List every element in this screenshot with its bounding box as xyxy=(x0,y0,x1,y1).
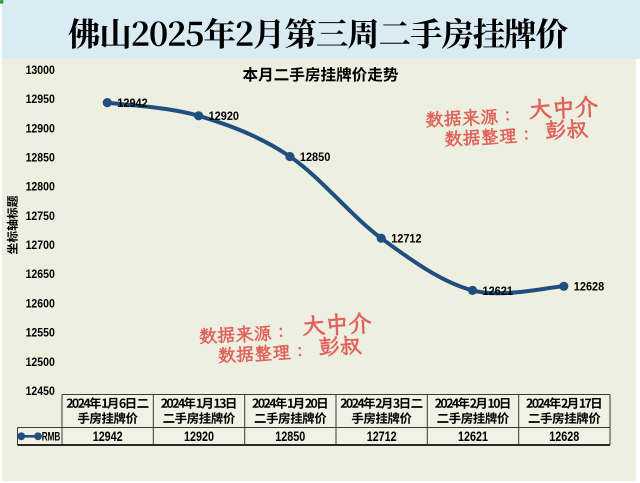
svg-text:12920: 12920 xyxy=(209,109,240,123)
svg-text:12700: 12700 xyxy=(26,238,55,252)
svg-text:12750: 12750 xyxy=(26,209,55,223)
svg-text:12450: 12450 xyxy=(26,384,55,398)
svg-text:12550: 12550 xyxy=(26,326,55,340)
svg-text:12628: 12628 xyxy=(549,429,579,444)
svg-text:12500: 12500 xyxy=(26,355,55,369)
svg-text:12800: 12800 xyxy=(26,180,55,194)
svg-text:12712: 12712 xyxy=(367,429,397,444)
svg-text:12900: 12900 xyxy=(26,121,55,135)
svg-text:12621: 12621 xyxy=(483,284,514,298)
svg-text:RMB: RMB xyxy=(42,431,61,444)
svg-text:12942: 12942 xyxy=(93,429,123,444)
svg-text:12600: 12600 xyxy=(26,296,55,310)
svg-text:12850: 12850 xyxy=(26,151,55,165)
svg-text:13000: 13000 xyxy=(26,63,55,77)
svg-text:12850: 12850 xyxy=(300,150,331,164)
svg-text:12712: 12712 xyxy=(391,232,422,246)
svg-text:12850: 12850 xyxy=(275,429,305,444)
svg-text:12920: 12920 xyxy=(184,429,214,444)
svg-text:12942: 12942 xyxy=(117,96,148,110)
svg-text:12650: 12650 xyxy=(26,267,55,281)
svg-text:12950: 12950 xyxy=(26,92,55,106)
svg-text:12628: 12628 xyxy=(574,280,605,294)
svg-text:12621: 12621 xyxy=(458,429,488,444)
